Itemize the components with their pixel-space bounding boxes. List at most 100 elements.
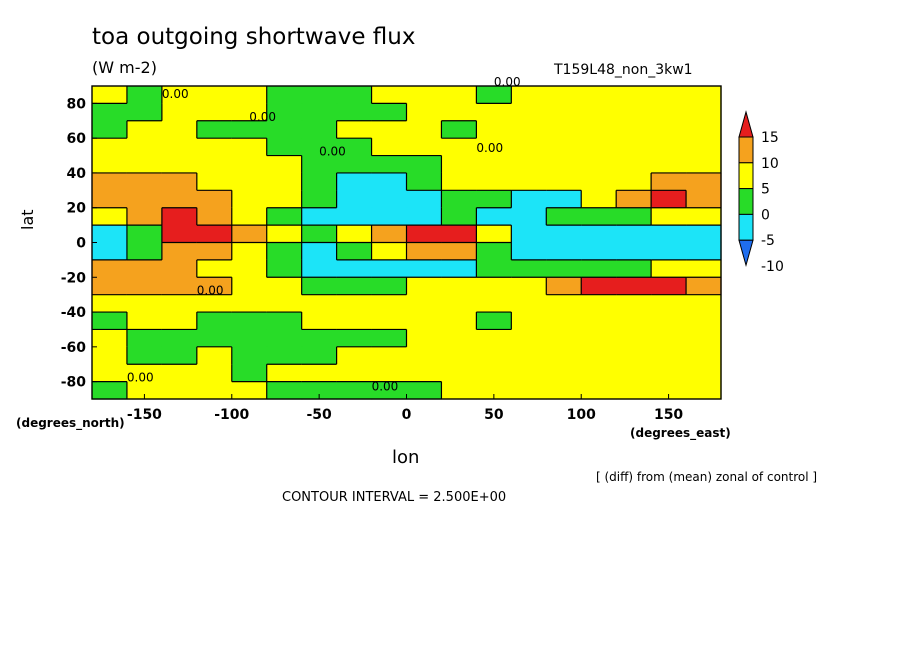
heatmap-cell: [476, 329, 512, 348]
heatmap-cell: [231, 294, 268, 313]
heatmap-cell: [616, 346, 652, 365]
y-coordinate-name: (degrees_north): [16, 416, 125, 430]
heatmap-cell: [581, 172, 617, 191]
x-tick-label: 100: [567, 407, 596, 423]
heatmap-cell: [92, 242, 128, 261]
heatmap-cell: [266, 190, 303, 209]
heatmap-cell: [441, 207, 477, 226]
heatmap-cell: [301, 364, 338, 383]
colorbar-bottom-cap: [738, 239, 754, 268]
heatmap-cell: [196, 120, 233, 139]
x-tick-label: 0: [402, 407, 412, 423]
y-tick-label: -60: [61, 340, 87, 356]
heatmap-cell: [371, 120, 408, 139]
colorbar-label: 10: [761, 156, 779, 172]
heatmap-cell: [441, 103, 477, 122]
heatmap-cell: [196, 190, 233, 209]
heatmap-cell: [231, 225, 268, 244]
heatmap-cell: [231, 329, 268, 348]
y-tick-label: -80: [61, 375, 87, 391]
heatmap-cell: [126, 329, 163, 348]
contour-label: 0.00: [372, 379, 399, 393]
heatmap-cell: [581, 207, 617, 226]
heatmap-cell: [371, 242, 408, 261]
x-axis-title: lon: [392, 447, 420, 468]
heatmap-cell: [476, 190, 512, 209]
heatmap-cell: [161, 259, 198, 278]
chart-title: toa outgoing shortwave flux: [92, 24, 416, 50]
heatmap-cell: [371, 329, 408, 348]
heatmap-cell: [546, 329, 582, 348]
heatmap-cell: [301, 312, 338, 331]
heatmap-cell: [476, 120, 512, 139]
heatmap-cell: [616, 329, 652, 348]
heatmap-cell: [651, 364, 687, 383]
heatmap-cell: [126, 312, 163, 331]
heatmap-cell: [511, 207, 547, 226]
heatmap-cell: [126, 242, 163, 261]
heatmap-cell: [371, 207, 408, 226]
heatmap-cell: [196, 259, 233, 278]
y-axis-ticks: 80 60 40 20 0 -20 -40 -60 -80: [61, 96, 97, 391]
heatmap-cell: [441, 312, 477, 331]
heatmap-cell: [196, 381, 233, 400]
heatmap-cell: [546, 381, 582, 400]
y-tick-label: 40: [67, 166, 87, 182]
heatmap-cell: [301, 120, 338, 139]
heatmap-cell: [336, 329, 373, 348]
heatmap-cell: [406, 207, 443, 226]
heatmap-cell: [161, 381, 198, 400]
heatmap-cell: [92, 172, 128, 191]
heatmap-cell: [581, 103, 617, 122]
heatmap-cell: [441, 225, 477, 244]
heatmap-cell: [686, 225, 722, 244]
colorbar-band: [738, 213, 754, 241]
heatmap-cell: [266, 346, 303, 365]
heatmap-cell: [511, 294, 547, 313]
heatmap-cell: [336, 120, 373, 139]
heatmap-cell: [686, 155, 722, 174]
heatmap-cell: [616, 155, 652, 174]
heatmap-cell: [581, 155, 617, 174]
heatmap-cell: [196, 103, 233, 122]
heatmap-cell: [231, 103, 268, 122]
x-tick-label: -150: [127, 407, 162, 423]
heatmap-cell: [92, 381, 128, 400]
heatmap-cell: [196, 312, 233, 331]
x-tick-label: -50: [306, 407, 332, 423]
heatmap-cell: [196, 86, 233, 104]
heatmap-cell: [511, 86, 547, 104]
heatmap-cell: [686, 86, 722, 104]
heatmap-cell: [686, 190, 722, 209]
heatmap-cell: [686, 172, 722, 191]
heatmap-cell: [92, 120, 128, 139]
contour-label: 0.00: [162, 87, 189, 101]
heatmap-cell: [336, 86, 373, 104]
heatmap-cell: [476, 346, 512, 365]
heatmap-cell: [441, 190, 477, 209]
heatmap-cell: [92, 190, 128, 209]
heatmap-cell: [301, 86, 338, 104]
heatmap-cell: [511, 225, 547, 244]
heatmap-cell: [301, 346, 338, 365]
heatmap-cell: [616, 172, 652, 191]
heatmap-cell: [126, 381, 163, 400]
heatmap-cell: [651, 259, 687, 278]
heatmap-cell: [581, 277, 617, 296]
heatmap-cell: [546, 190, 582, 209]
heatmap-cell: [301, 190, 338, 209]
heatmap-cell: [231, 381, 268, 400]
heatmap-cell: [266, 103, 303, 122]
heatmap-cell: [546, 120, 582, 139]
heatmap-cell: [511, 120, 547, 139]
heatmap-cell: [511, 155, 547, 174]
contour-lines: [92, 86, 721, 399]
heatmap-cell: [371, 277, 408, 296]
heatmap-cell: [651, 329, 687, 348]
heatmap-cell: [651, 225, 687, 244]
heatmap-cell: [371, 190, 408, 209]
heatmap-cell: [161, 138, 198, 157]
heatmap-cell: [231, 138, 268, 157]
colorbar: 15 10 5 0 -5 -10: [738, 110, 784, 275]
heatmap-cell: [511, 312, 547, 331]
